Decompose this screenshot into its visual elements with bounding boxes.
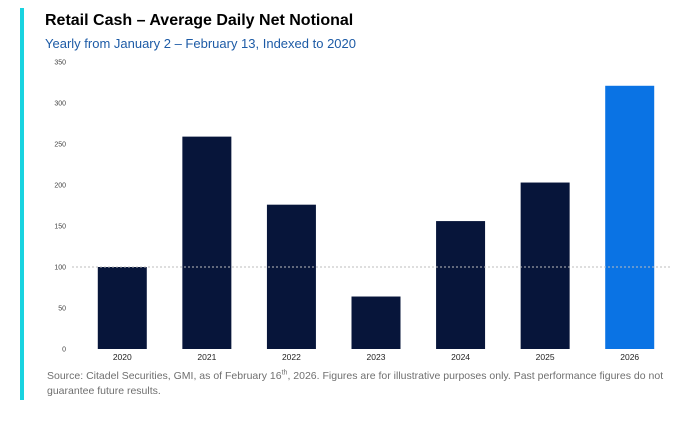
y-tick-label: 150: [54, 224, 66, 231]
y-tick-label: 250: [54, 142, 66, 149]
bar-2026: [605, 85, 655, 349]
y-tick-label: 0: [62, 347, 66, 354]
x-tick-label: 2022: [282, 352, 301, 362]
footnote-superscript: th: [281, 369, 288, 377]
x-tick-label: 2025: [536, 352, 555, 362]
x-tick-label: 2024: [451, 352, 470, 362]
chart-subtitle: Yearly from January 2 – February 13, Ind…: [45, 36, 356, 51]
footnote-text: Source: Citadel Securities, GMI, as of F…: [47, 370, 282, 382]
y-tick-label: 300: [54, 101, 66, 108]
chart-title: Retail Cash – Average Daily Net Notional: [45, 12, 354, 29]
y-tick-label: 50: [58, 306, 66, 313]
bar-2021: [182, 136, 232, 349]
bar-2020: [97, 267, 147, 349]
bar-2023: [351, 296, 401, 349]
y-tick-label: 200: [54, 183, 66, 190]
x-tick-label: 2021: [197, 352, 216, 362]
footnote-text-rest: , 2026. Figures are for illustrative pur…: [47, 370, 664, 397]
x-tick-label: 2026: [620, 352, 639, 362]
bar-2022: [266, 204, 316, 349]
x-tick-label: 2023: [367, 352, 386, 362]
x-tick-label: 2020: [113, 352, 132, 362]
source-footnote: Source: Citadel Securities, GMI, as of F…: [47, 369, 677, 399]
y-tick-label: 350: [54, 60, 66, 67]
accent-bar: [20, 8, 24, 400]
bar-2024: [436, 221, 486, 349]
y-tick-label: 100: [54, 265, 66, 272]
bar-2025: [520, 182, 570, 349]
